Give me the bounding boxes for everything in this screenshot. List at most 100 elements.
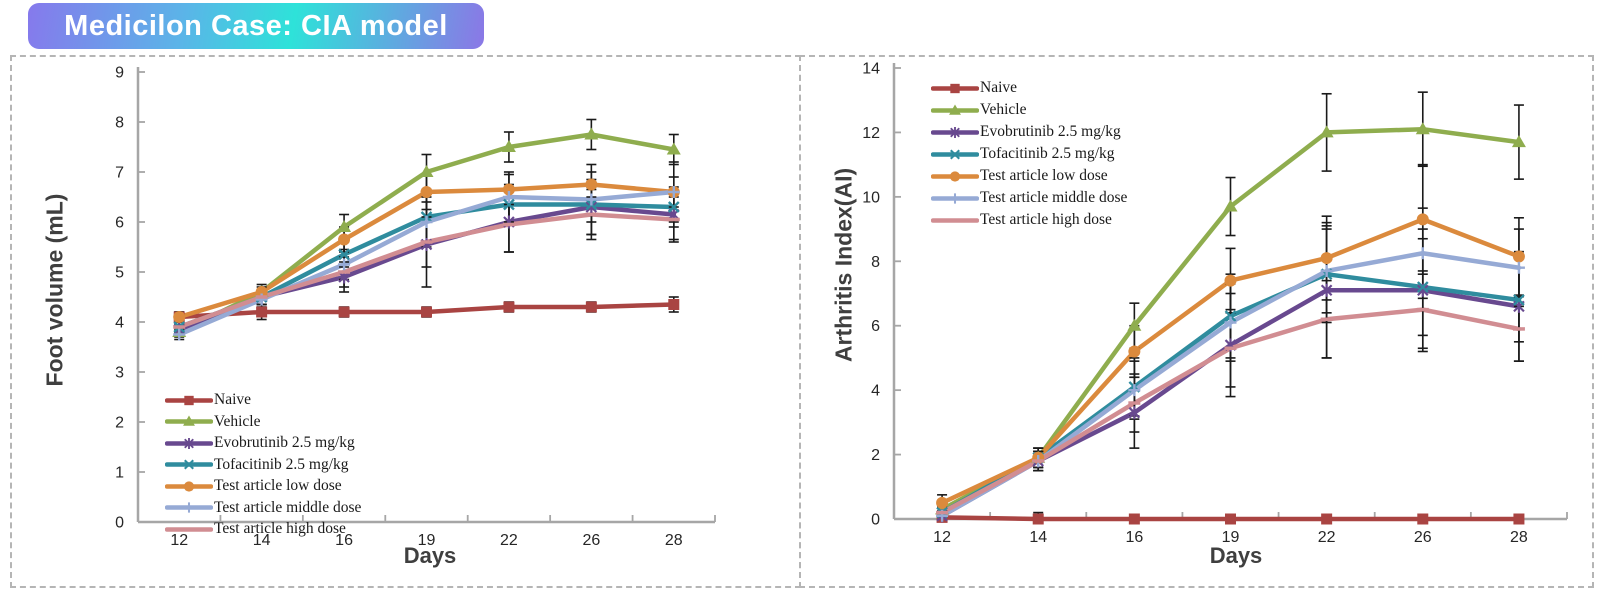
legend-item-vehicle: Vehicle bbox=[165, 413, 361, 431]
legend-label: Test article low dose bbox=[214, 477, 342, 494]
vehicle-marker bbox=[501, 140, 516, 152]
legend-item-vehicle: Vehicle bbox=[931, 101, 1127, 119]
tofacitinib-2-5-mg-kg-marker bbox=[1224, 310, 1237, 322]
legend-swatch-icon bbox=[165, 415, 213, 426]
legend-swatch-marker bbox=[184, 437, 194, 449]
vehicle-marker bbox=[337, 220, 352, 232]
y-tick-label: 2 bbox=[871, 447, 880, 464]
legend-label: Test article middle dose bbox=[980, 189, 1128, 206]
legend-swatch-marker bbox=[950, 149, 960, 159]
test-article-middle-dose-marker bbox=[1224, 316, 1237, 329]
test-article-middle-dose-marker bbox=[502, 191, 515, 203]
legend-label: Vehicle bbox=[980, 101, 1027, 118]
naive-marker bbox=[338, 306, 350, 318]
chart-foot-volume: 0 1 2 3 4 5 6 7 8 9 12 14 16 19 22 26 28 Foot volume (mL… bbox=[10, 55, 801, 588]
test-article-low-dose-marker bbox=[1320, 252, 1333, 265]
arthritis-index-x-axis-title: Days bbox=[1209, 543, 1263, 568]
legend-label: Evobrutinib 2.5 mg/kg bbox=[980, 123, 1121, 140]
x-tick-label: 28 bbox=[665, 532, 683, 549]
legend-label: Test article high dose bbox=[214, 520, 346, 537]
vehicle-marker bbox=[1415, 122, 1430, 135]
y-tick-label: 4 bbox=[115, 315, 124, 332]
legend-swatch-marker bbox=[950, 83, 960, 93]
x-tick-label: 16 bbox=[1125, 529, 1143, 546]
y-tick-label: 4 bbox=[871, 383, 880, 400]
x-tick-label: 28 bbox=[1510, 529, 1528, 546]
naive-marker bbox=[1417, 513, 1429, 525]
axis-ticks bbox=[894, 67, 1568, 520]
naive-marker bbox=[256, 306, 268, 318]
naive-marker bbox=[421, 306, 432, 318]
y-tick-label: 5 bbox=[115, 265, 124, 282]
test-article-low-dose-marker bbox=[338, 233, 351, 246]
legend-item-test-article-high-dose: Test article high dose bbox=[165, 520, 361, 538]
y-tick-label: 14 bbox=[862, 61, 880, 78]
y-tick-label: 6 bbox=[871, 318, 880, 335]
legend-swatch-marker bbox=[183, 415, 195, 426]
legend-item-evobrutinib-2-5-mg-kg: Evobrutinib 2.5 mg/kg bbox=[931, 123, 1127, 141]
vehicle-marker bbox=[1511, 135, 1526, 148]
title-banner: Medicilon Case: CIA model bbox=[28, 3, 484, 49]
legend-label: Test article high dose bbox=[980, 211, 1112, 228]
legend-label: Test article middle dose bbox=[214, 498, 362, 516]
legend-swatch-marker bbox=[950, 126, 960, 138]
tofacitinib-2-5-mg-kg-marker bbox=[503, 198, 515, 211]
x-tick-label: 14 bbox=[253, 532, 271, 549]
test-article-middle-dose-marker bbox=[1128, 384, 1141, 397]
legend-swatch-icon bbox=[931, 126, 979, 138]
legend-swatch-marker bbox=[184, 459, 194, 470]
panel-right-border bbox=[799, 55, 1594, 588]
y-tick-label: 8 bbox=[115, 115, 124, 132]
legend-label: Tofacitinib 2.5 mg/kg bbox=[980, 145, 1115, 162]
arthritis-index-plot: 0 2 4 6 8 10 12 14 12 14 16 19 22 26 28 bbox=[862, 61, 1568, 546]
test-article-low-dose-marker bbox=[1128, 345, 1141, 358]
legend-swatch-icon bbox=[931, 170, 979, 182]
legend-swatch-marker bbox=[949, 170, 961, 182]
test-article-low-dose-marker bbox=[936, 496, 949, 509]
arthritis-index-y-axis-title: Arthritis Index(AI) bbox=[830, 167, 857, 363]
test-article-low-dose-marker bbox=[1512, 250, 1525, 263]
arthritis-index-legend: Naive Vehicle Evobrutinib 2.5 mg/kg Tofacit… bbox=[931, 79, 1127, 229]
legend-item-evobrutinib-2-5-mg-kg: Evobrutinib 2.5 mg/kg bbox=[165, 434, 361, 452]
legend-item-test-article-middle-dose: Test article middle dose bbox=[931, 189, 1127, 207]
legend-label: Naive bbox=[980, 79, 1018, 96]
legend-swatch-icon bbox=[931, 192, 979, 204]
vehicle-marker bbox=[1319, 125, 1334, 138]
axis-ticks bbox=[138, 71, 716, 523]
legend-item-test-article-high-dose: Test article high dose bbox=[931, 211, 1127, 229]
axes bbox=[136, 67, 715, 524]
vehicle-marker bbox=[419, 165, 434, 177]
legend-item-test-article-low-dose: Test article low dose bbox=[165, 477, 361, 495]
test-article-middle-dose-marker bbox=[585, 193, 598, 206]
tofacitinib-2-5-mg-kg-marker bbox=[338, 248, 350, 261]
x-tick-label: 16 bbox=[335, 532, 353, 549]
y-tick-label: 3 bbox=[115, 365, 124, 382]
x-tick-label: 12 bbox=[933, 529, 951, 546]
test-article-low-dose-marker bbox=[420, 186, 433, 198]
x-tick-label: 14 bbox=[1029, 529, 1047, 546]
naive-marker bbox=[1513, 513, 1525, 525]
x-tick-label: 26 bbox=[1414, 529, 1432, 546]
foot-volume-legend: Naive Vehicle Evobrutinib 2.5 mg/kg Tofacit… bbox=[165, 391, 361, 538]
legend-label: Evobrutinib 2.5 mg/kg bbox=[214, 434, 355, 451]
legend-swatch-icon bbox=[165, 480, 213, 492]
legend-swatch-icon bbox=[931, 217, 979, 223]
test-article-low-dose-marker bbox=[173, 311, 186, 323]
y-tick-label: 8 bbox=[871, 254, 880, 271]
test-article-middle-dose-marker bbox=[667, 186, 680, 198]
legend-label: Vehicle bbox=[214, 412, 261, 430]
series-markers bbox=[935, 122, 1526, 525]
tofacitinib-2-5-mg-kg-marker bbox=[1416, 281, 1429, 293]
tofacitinib-2-5-mg-kg-marker bbox=[667, 201, 680, 213]
legend-swatch-icon bbox=[931, 149, 979, 159]
vehicle-marker bbox=[1127, 318, 1142, 331]
legend-label: Tofacitinib 2.5 mg/kg bbox=[214, 455, 349, 473]
y-tick-label: 2 bbox=[115, 415, 124, 432]
test-article-middle-dose-marker bbox=[173, 328, 186, 341]
naive-marker bbox=[503, 301, 515, 313]
y-tick-label: 9 bbox=[115, 65, 124, 82]
naive-marker bbox=[1128, 513, 1140, 525]
legend-swatch-marker bbox=[949, 192, 961, 204]
